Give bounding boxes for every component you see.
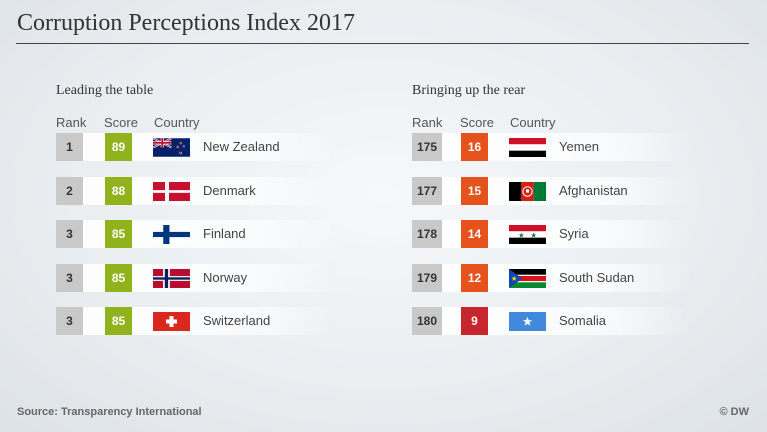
table-row: 175 16 Yemen	[412, 133, 692, 161]
country-label: Norway	[203, 269, 248, 285]
table-row: 3 85 Finland	[56, 220, 336, 248]
column-header-rank: Rank	[412, 115, 443, 130]
column-headers-leading: Rank Score Country	[56, 113, 336, 133]
rank-cell: 179	[412, 263, 442, 292]
country-label: New Zealand	[203, 139, 280, 154]
denmark-flag-icon	[153, 181, 190, 201]
column-header-score: Score	[460, 115, 494, 130]
section-rear: Bringing up the rear Rank Score Country …	[412, 80, 692, 351]
column-header-score: Score	[104, 115, 138, 130]
rank-cell: 178	[412, 220, 442, 248]
table-row: 178 14 Syria	[412, 220, 692, 248]
rank-cell: 2	[56, 176, 83, 205]
syria-flag-icon	[509, 225, 546, 244]
country-label: Switzerland	[203, 313, 271, 328]
rank-cell: 175	[412, 133, 442, 161]
country-label: South Sudan	[559, 269, 635, 285]
score-cell: 9	[461, 307, 488, 335]
column-header-country: Country	[154, 115, 200, 130]
section-leading: Leading the table Rank Score Country 1 8…	[56, 80, 336, 351]
country-label: Denmark	[203, 182, 256, 198]
copyright-note: © DW	[719, 406, 750, 418]
finland-flag-icon	[153, 225, 190, 244]
rank-cell: 1	[56, 133, 83, 161]
country-label: Syria	[559, 226, 589, 241]
new-zealand-flag-icon	[153, 138, 190, 157]
column-header-country: Country	[510, 115, 556, 130]
country-label: Afghanistan	[559, 182, 628, 198]
south-sudan-flag-icon	[509, 268, 546, 288]
switzerland-flag-icon	[153, 312, 190, 331]
country-label: Finland	[203, 226, 246, 241]
table-row: 3 85 Norway	[56, 263, 336, 292]
rank-cell: 177	[412, 176, 442, 205]
somalia-flag-icon	[509, 312, 546, 331]
rank-cell: 3	[56, 220, 83, 248]
source-note: Source: Transparency International	[17, 406, 202, 418]
score-cell: 15	[461, 176, 488, 205]
column-headers-rear: Rank Score Country	[412, 113, 692, 133]
country-label: Somalia	[559, 313, 606, 328]
score-cell: 88	[105, 176, 132, 205]
score-cell: 14	[461, 220, 488, 248]
chart-title: Corruption Perceptions Index 2017	[17, 10, 355, 36]
table-row: 179 12 South Sudan	[412, 263, 692, 292]
score-cell: 85	[105, 220, 132, 248]
column-header-rank: Rank	[56, 115, 87, 130]
rank-cell: 180	[412, 307, 442, 335]
norway-flag-icon	[153, 268, 190, 288]
table-row: 1 89 New Zealand	[56, 133, 336, 161]
score-cell: 16	[461, 133, 488, 161]
rows-leading: 1 89 New Zealand 2 88 De	[56, 133, 336, 335]
country-label: Yemen	[559, 139, 599, 154]
afghanistan-flag-icon	[509, 181, 546, 201]
section-leading-title: Leading the table	[56, 83, 154, 98]
table-row: 180 9 Somalia	[412, 307, 692, 335]
table-row: 2 88 Denmark	[56, 176, 336, 205]
table-row: 3 85 Switzerland	[56, 307, 336, 335]
rank-cell: 3	[56, 307, 83, 335]
score-cell: 89	[105, 133, 132, 161]
rank-cell: 3	[56, 263, 83, 292]
score-cell: 12	[461, 263, 488, 292]
table-row: 177 15 Afghanistan	[412, 176, 692, 205]
score-cell: 85	[105, 307, 132, 335]
rows-rear: 175 16 Yemen 177 15 Afghanistan 178 14	[412, 133, 692, 335]
section-rear-title: Bringing up the rear	[412, 83, 526, 98]
title-divider	[16, 43, 749, 44]
score-cell: 85	[105, 263, 132, 292]
yemen-flag-icon	[509, 138, 546, 157]
